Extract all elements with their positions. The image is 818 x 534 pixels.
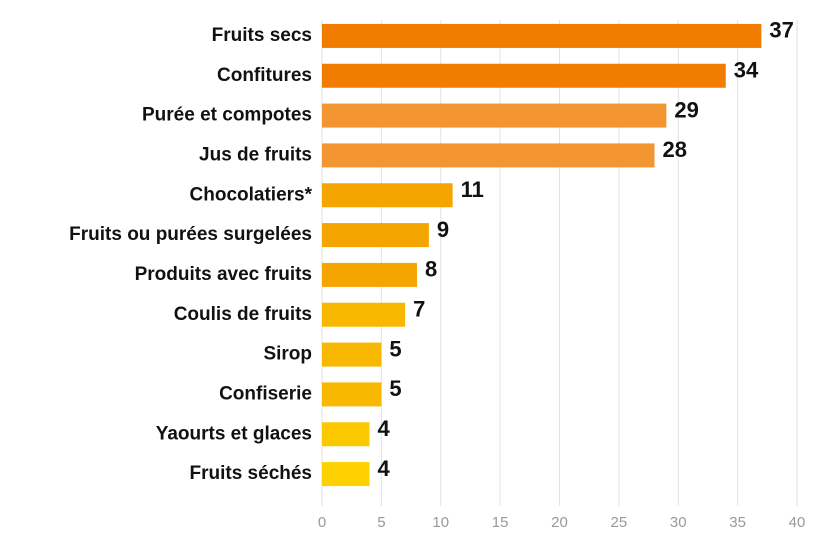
y-tick-label: Fruits ou purées surgelées: [69, 224, 312, 245]
data-label: 29: [674, 97, 698, 122]
data-label: 4: [378, 456, 391, 481]
data-label: 8: [425, 257, 437, 282]
bar: [322, 382, 382, 407]
x-tick-label: 35: [729, 514, 746, 531]
data-label: 28: [663, 137, 687, 162]
x-tick-label: 5: [377, 514, 385, 531]
y-tick-label: Confiserie: [219, 383, 312, 404]
y-tick-label: Purée et compotes: [142, 105, 312, 126]
bar: [322, 462, 370, 487]
data-label: 4: [378, 416, 391, 441]
y-tick-label: Coulis de fruits: [174, 304, 312, 325]
data-label: 9: [437, 217, 449, 242]
bar: [322, 183, 453, 208]
bar: [322, 302, 406, 327]
bar: [322, 23, 762, 48]
x-tick-label: 40: [789, 514, 806, 531]
y-tick-label: Chocolatiers*: [190, 184, 313, 205]
y-tick-label: Produits avec fruits: [135, 264, 312, 285]
x-tick-label: 20: [551, 514, 568, 531]
y-tick-label: Sirop: [263, 344, 312, 365]
x-tick-label: 30: [670, 514, 687, 531]
bar: [322, 223, 429, 248]
x-tick-label: 0: [318, 514, 326, 531]
data-label: 5: [389, 336, 401, 361]
bar: [322, 143, 655, 168]
x-tick-label: 10: [432, 514, 449, 531]
data-label: 5: [389, 376, 401, 401]
data-label: 37: [769, 18, 793, 43]
data-label: 11: [461, 177, 484, 202]
bar: [322, 262, 417, 287]
bar: [322, 342, 382, 367]
data-label: 34: [734, 58, 759, 83]
y-tick-label: Jus de fruits: [199, 144, 312, 165]
x-tick-label: 15: [492, 514, 509, 531]
bar: [322, 422, 370, 447]
data-label: 7: [413, 297, 425, 322]
y-tick-label: Confitures: [217, 65, 312, 86]
y-tick-label: Fruits secs: [212, 25, 312, 46]
y-tick-label: Fruits séchés: [190, 463, 313, 484]
x-tick-label: 25: [611, 514, 628, 531]
y-tick-label: Yaourts et glaces: [156, 423, 312, 444]
bar: [322, 103, 667, 128]
bar: [322, 63, 726, 88]
